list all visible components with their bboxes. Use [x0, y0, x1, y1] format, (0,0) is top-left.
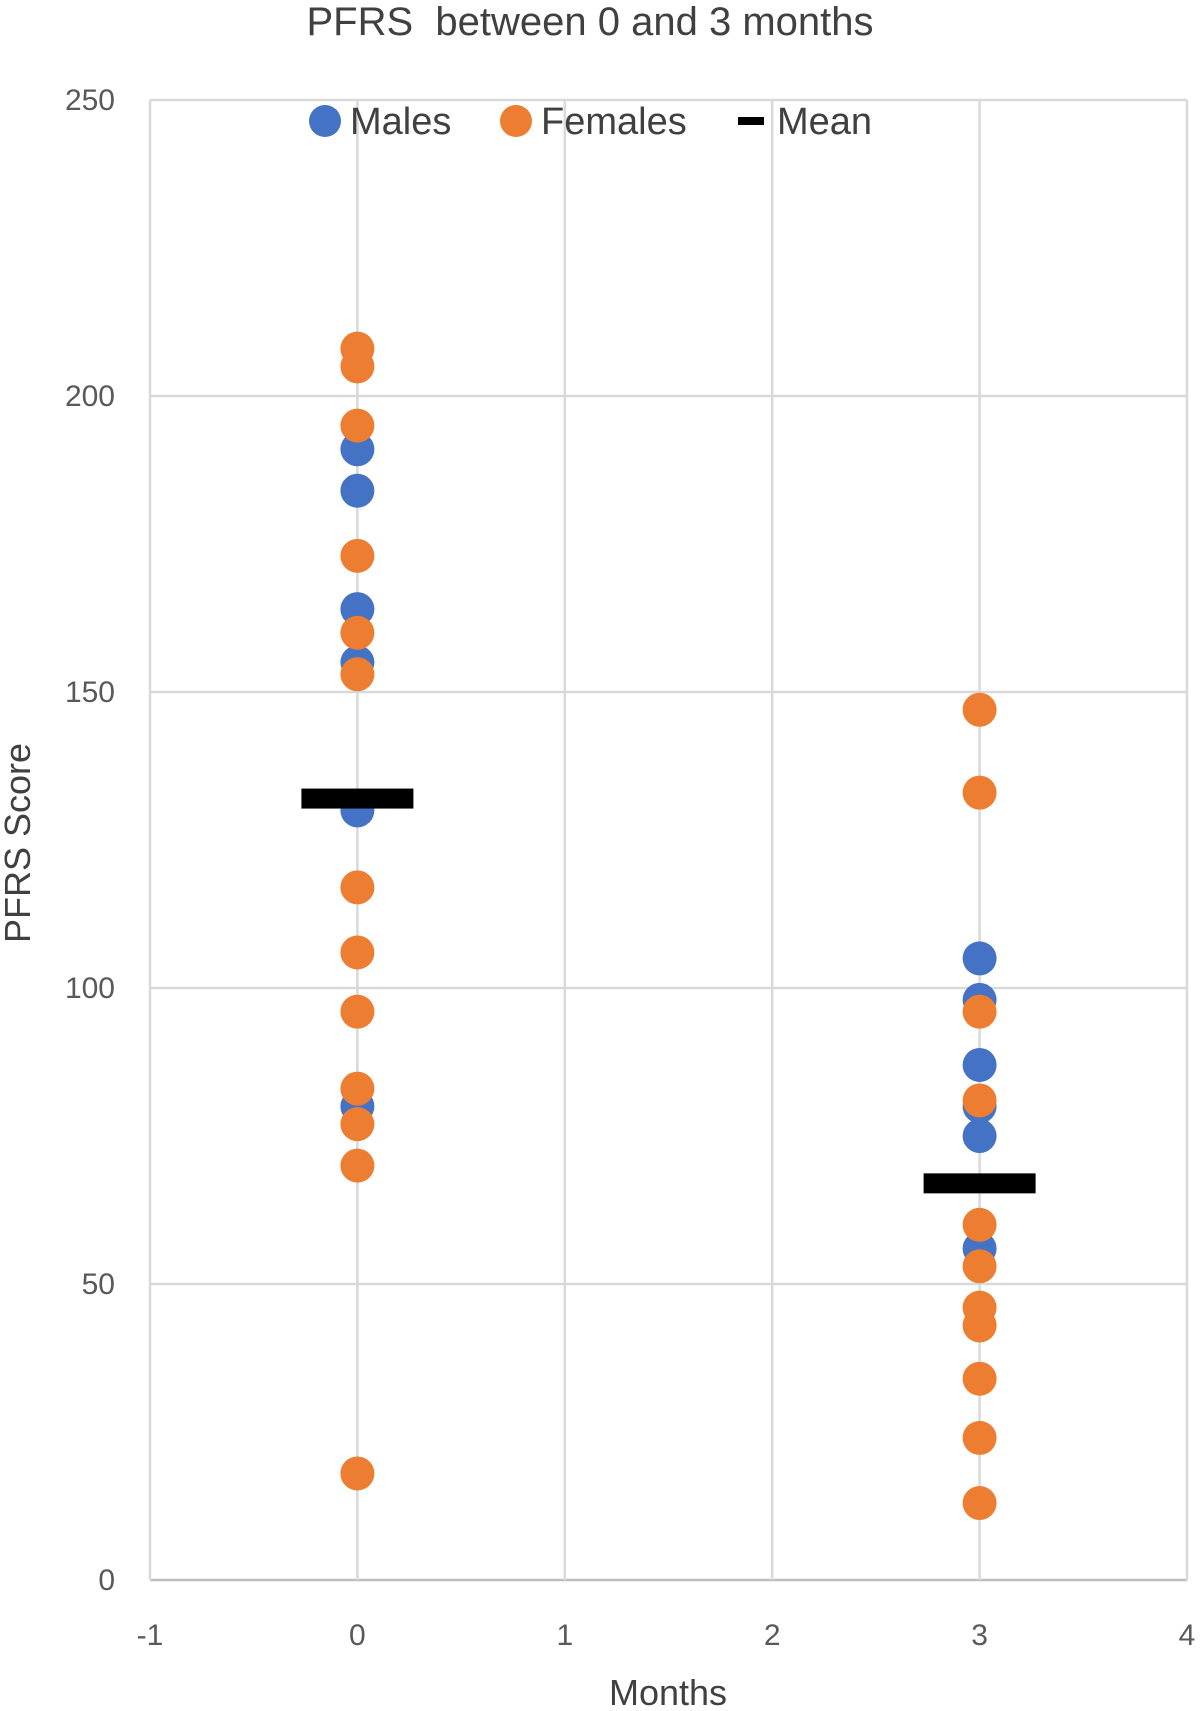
females-point — [962, 692, 997, 727]
x-tick-label: 2 — [764, 1619, 781, 1652]
females-point — [340, 1071, 375, 1106]
y-tick-label: 150 — [65, 676, 115, 709]
legend-males-label: Males — [350, 101, 451, 143]
females-point — [340, 615, 375, 650]
males-point — [340, 432, 375, 467]
x-tick-label: 3 — [971, 1619, 988, 1652]
males-point — [962, 1047, 997, 1082]
y-tick-label: 100 — [65, 972, 115, 1005]
females-point — [340, 1107, 375, 1142]
females-point — [962, 1361, 997, 1396]
females-point — [340, 408, 375, 443]
females-point — [962, 994, 997, 1029]
females-point — [340, 935, 375, 970]
tick-labels: 0 50 100 150 200 250 -1 0 1 2 3 4 — [65, 84, 1195, 1652]
x-tick-label: -1 — [137, 1619, 164, 1652]
data-marks — [301, 331, 1036, 1521]
chart-title: PFRS between 0 and 3 months — [307, 0, 874, 44]
mean-marker — [301, 788, 414, 809]
males-point — [962, 1119, 997, 1153]
males-point — [340, 473, 375, 508]
legend-mean-swatch — [738, 117, 764, 125]
females-point — [962, 1486, 997, 1521]
females-point — [962, 1207, 997, 1242]
y-tick-label: 250 — [65, 84, 115, 117]
legend-females-label: Females — [541, 101, 687, 143]
males-point — [340, 592, 375, 627]
females-point — [962, 1308, 997, 1343]
legend-mean-label: Mean — [777, 101, 872, 143]
females-point — [962, 1083, 997, 1118]
females-point — [962, 775, 997, 810]
females-point — [340, 870, 375, 905]
legend-males-swatch — [309, 105, 341, 137]
females-point — [340, 538, 375, 573]
y-tick-label: 50 — [82, 1268, 115, 1301]
females-point — [340, 994, 375, 1029]
females-point — [340, 657, 375, 692]
females-point — [340, 1456, 375, 1491]
females-point — [962, 1249, 997, 1284]
legend: Males Females Mean — [309, 101, 872, 143]
y-axis-label: PFRS Score — [0, 743, 38, 943]
females-point — [340, 349, 375, 384]
legend-females-swatch — [500, 105, 532, 137]
x-tick-label: 4 — [1179, 1619, 1196, 1652]
females-point — [962, 1420, 997, 1455]
males-point — [962, 941, 997, 976]
gridlines — [148, 98, 1189, 1582]
y-tick-label: 0 — [98, 1564, 115, 1597]
mean-marker — [923, 1173, 1036, 1194]
females-point — [340, 1148, 375, 1183]
x-axis-label: Months — [609, 1672, 727, 1711]
x-tick-label: 0 — [349, 1619, 366, 1652]
x-tick-label: 1 — [556, 1619, 573, 1652]
y-tick-label: 200 — [65, 380, 115, 413]
